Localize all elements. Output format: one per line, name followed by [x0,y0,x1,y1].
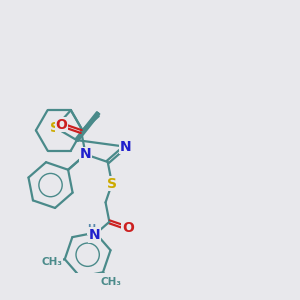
Text: CH₃: CH₃ [42,257,63,267]
Text: S: S [107,177,117,191]
Text: N: N [119,140,131,154]
Text: O: O [122,221,134,235]
Text: O: O [56,118,68,132]
Text: N: N [88,228,100,242]
Text: S: S [50,121,60,134]
Text: H: H [87,224,96,235]
Text: CH₃: CH₃ [101,277,122,287]
Text: N: N [80,147,92,161]
